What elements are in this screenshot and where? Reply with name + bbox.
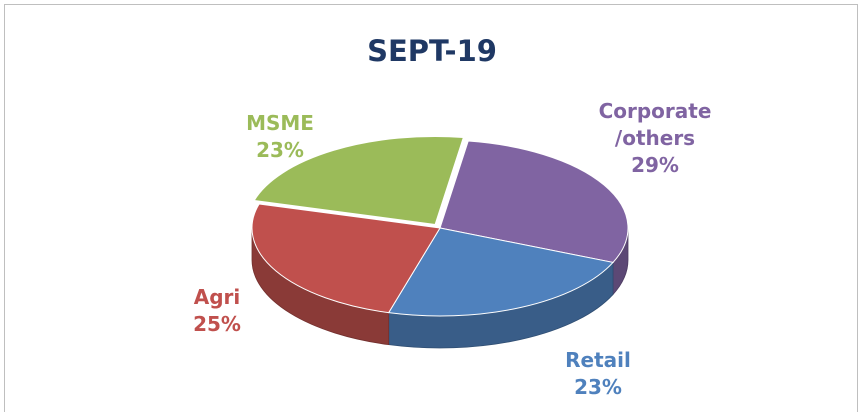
pie-slice [387, 227, 614, 317]
value-label: 23% [574, 375, 622, 399]
data-label: Corporate /others 29% [555, 98, 755, 179]
pie-slice [253, 135, 465, 226]
data-label: Agri 25% [117, 284, 317, 338]
value-label: 23% [256, 138, 304, 162]
category-label: MSME [246, 111, 314, 135]
category-label: Corporate /others [598, 99, 712, 150]
category-label: Agri [193, 285, 241, 309]
pie-slices [251, 135, 629, 317]
chart-title: SEPT-19 [367, 34, 497, 68]
value-label: 29% [631, 153, 679, 177]
pie-slice [439, 140, 629, 263]
pie-slice [251, 203, 441, 314]
value-label: 25% [193, 312, 241, 336]
chart-frame [4, 4, 858, 412]
data-label: Retail 23% [498, 347, 698, 401]
data-label: MSME 23% [180, 110, 380, 164]
category-label: Retail [565, 348, 631, 372]
